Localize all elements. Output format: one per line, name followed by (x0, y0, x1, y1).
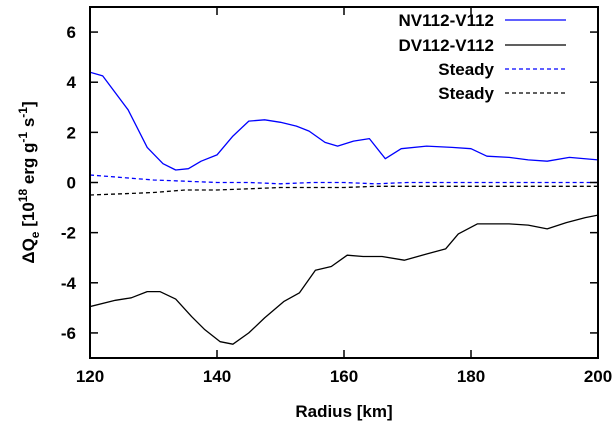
y-tick-label: -6 (61, 324, 76, 343)
legend: NV112-V112 DV112-V112 Steady Steady (399, 11, 566, 103)
x-tick-label: 120 (76, 367, 104, 386)
x-tick-label: 200 (584, 367, 612, 386)
series-line-1 (90, 72, 598, 170)
legend-label: DV112-V112 (399, 36, 494, 55)
legend-label: NV112-V112 (399, 11, 494, 30)
y-tick-label: 2 (67, 123, 76, 142)
y-label-pre: [10 (19, 202, 38, 231)
y-tick-label: -4 (61, 274, 77, 293)
series-line-3 (90, 175, 598, 184)
y-label-sup3: -1 (16, 107, 30, 118)
y-label-post: ] (19, 101, 38, 107)
y-axis-label: ΔQe [1018 erg g-1 s-1] (16, 101, 42, 263)
y-label-base: ΔQ (19, 238, 38, 263)
y-label-sup1: 18 (16, 189, 30, 203)
y-label-mid: erg g (19, 143, 38, 189)
y-tick-label: 4 (67, 73, 77, 92)
y-label-sup2: -1 (16, 132, 30, 143)
legend-label: Steady (438, 84, 494, 103)
y-tick-label: -2 (61, 224, 76, 243)
series-line-2 (90, 215, 598, 344)
x-axis-label: Radius [km] (295, 402, 392, 421)
ticks-layer: 120 140 160 180 200 -6 -4 -2 0 2 4 6 (61, 7, 612, 386)
y-label-mid2: s (19, 118, 38, 132)
y-tick-label: 0 (67, 174, 76, 193)
x-tick-label: 160 (330, 367, 358, 386)
legend-label: Steady (438, 60, 494, 79)
x-tick-label: 180 (457, 367, 485, 386)
series-line-4 (90, 186, 598, 195)
x-tick-label: 140 (203, 367, 231, 386)
series-layer (90, 72, 598, 344)
y-tick-label: 6 (67, 23, 76, 42)
